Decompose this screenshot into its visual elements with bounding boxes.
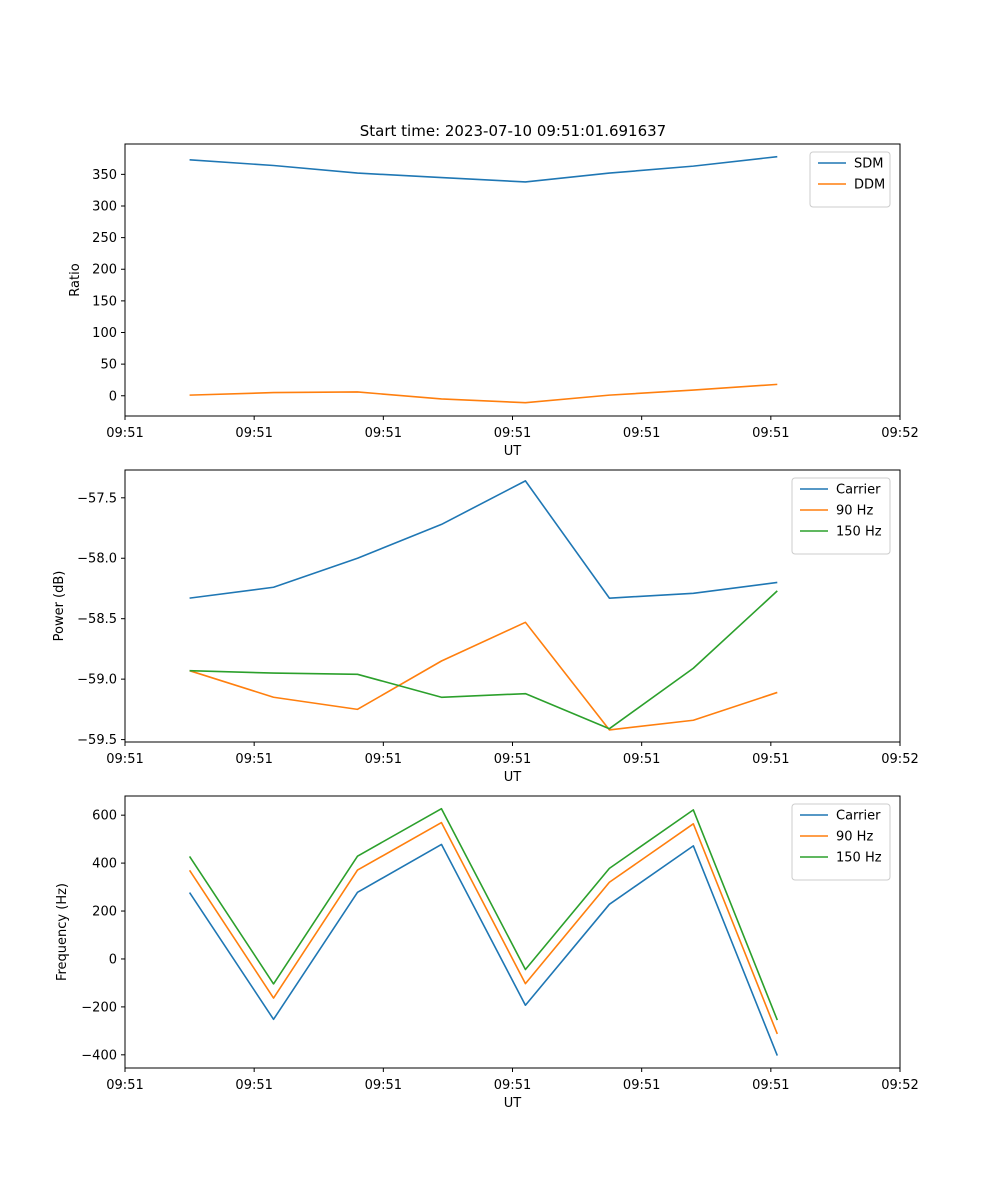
frequency-y-tick-label: 0	[109, 952, 117, 967]
ratio-y-tick-label: 100	[92, 326, 117, 341]
frequency-legend-box	[791, 803, 891, 881]
ratio-x-tick-label: 09:51	[235, 426, 272, 441]
frequency-y-tick-label: 400	[92, 857, 117, 872]
frequency-x-tick-label: 09:51	[752, 1078, 789, 1093]
ratio-y-tick-label: 50	[100, 358, 117, 373]
frequency-x-tick-label: 09:51	[494, 1078, 531, 1093]
power-y-axis-label: Power (dB)	[52, 571, 67, 642]
power-legend-label-2: 150 Hz	[836, 525, 882, 540]
frequency-x-tick-label: 09:51	[235, 1078, 272, 1093]
ratio-legend-box	[809, 151, 891, 208]
power-x-tick-label: 09:51	[494, 752, 531, 767]
ratio-legend-label-1: DDM	[854, 178, 885, 193]
power-legend-label-1: 90 Hz	[836, 504, 873, 519]
ratio-y-tick-label: 250	[92, 231, 117, 246]
ratio-x-tick-label: 09:51	[623, 426, 660, 441]
frequency-y-tick-label: −400	[81, 1048, 117, 1063]
ratio-x-tick-label: 09:51	[106, 426, 143, 441]
power-series-line-1	[189, 621, 778, 731]
chart-power: 09:51 09:51 09:51 09:51 09:51 09:51 09:52 −59.5…	[52, 469, 919, 785]
power-series-line-0	[189, 480, 778, 599]
frequency-x-tick-label: 09:52	[881, 1078, 918, 1093]
power-x-axis-label: UT	[504, 770, 522, 785]
ratio-series-line-0	[189, 155, 778, 183]
power-x-tick-label: 09:51	[235, 752, 272, 767]
power-y-tick-label: −58.5	[77, 612, 117, 627]
frequency-legend-label-0: Carrier	[836, 809, 881, 824]
ratio-y-tick-label: 300	[92, 199, 117, 214]
power-y-tick-label: −58.0	[77, 552, 117, 567]
ratio-series-line-1	[189, 383, 778, 404]
frequency-y-tick-label: −200	[81, 1000, 117, 1015]
frequency-x-tick-label: 09:51	[106, 1078, 143, 1093]
frequency-legend-label-1: 90 Hz	[836, 830, 873, 845]
power-y-tick-label: −57.5	[77, 491, 117, 506]
ratio-y-tick-label: 150	[92, 294, 117, 309]
frequency-y-tick-label: 600	[92, 809, 117, 824]
power-series-line-2	[189, 590, 778, 730]
frequency-y-tick-label: 200	[92, 905, 117, 920]
power-x-tick-label: 09:51	[623, 752, 660, 767]
frequency-legend: Carrier 90 Hz 150 Hz	[791, 803, 891, 881]
ratio-y-tick-label: 0	[109, 389, 117, 404]
ratio-y-axis-label: Ratio	[68, 263, 83, 296]
power-y-tick-label: −59.0	[77, 673, 117, 688]
chart-frequency: 09:51 09:51 09:51 09:51 09:51 09:51 09:52 −400 −…	[55, 795, 919, 1111]
power-legend: Carrier 90 Hz 150 Hz	[791, 477, 891, 555]
ratio-legend-label-0: SDM	[854, 157, 883, 172]
ratio-x-axis-label: UT	[504, 444, 522, 459]
power-x-tick-label: 09:52	[881, 752, 918, 767]
ratio-x-tick-label: 09:51	[494, 426, 531, 441]
frequency-y-axis-label: Frequency (Hz)	[55, 883, 70, 981]
ratio-y-tick-label: 200	[92, 263, 117, 278]
ratio-x-tick-label: 09:51	[752, 426, 789, 441]
power-legend-box	[791, 477, 891, 555]
frequency-series-line-0	[188, 843, 779, 1056]
frequency-series-line-1	[188, 821, 779, 1035]
power-x-tick-label: 09:51	[106, 752, 143, 767]
chart-ratio: 09:51 09:51 09:51 09:51 09:51 09:51 09:52 0 50 10…	[68, 143, 919, 459]
power-x-tick-label: 09:51	[752, 752, 789, 767]
frequency-legend-label-2: 150 Hz	[836, 851, 882, 866]
power-y-tick-label: −59.5	[77, 733, 117, 748]
ratio-legend: SDM DDM	[809, 151, 891, 208]
frequency-x-tick-label: 09:51	[623, 1078, 660, 1093]
figure-title: Start time: 2023-07-10 09:51:01.691637	[360, 122, 666, 140]
ratio-x-tick-label: 09:52	[881, 426, 918, 441]
frequency-series-line-2	[188, 807, 779, 1021]
ratio-y-tick-label: 350	[92, 168, 117, 183]
frequency-x-axis-label: UT	[504, 1096, 522, 1111]
power-x-tick-label: 09:51	[365, 752, 402, 767]
power-legend-label-0: Carrier	[836, 483, 881, 498]
frequency-x-tick-label: 09:51	[365, 1078, 402, 1093]
ratio-x-tick-label: 09:51	[365, 426, 402, 441]
